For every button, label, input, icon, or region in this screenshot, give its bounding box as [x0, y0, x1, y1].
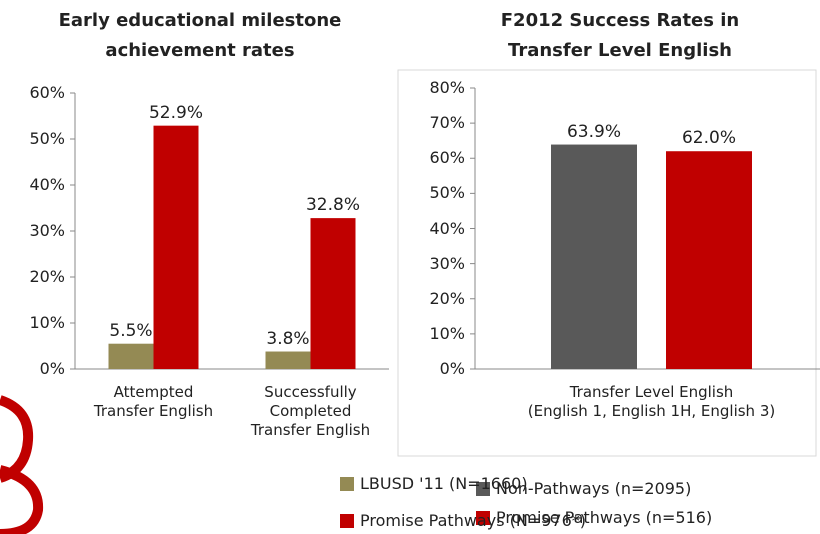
value-label: 3.8% [266, 328, 310, 349]
y-tick-label: 60% [429, 148, 465, 168]
bar [153, 125, 199, 369]
legend-label: LBUSD '11 (N=1660) [360, 474, 528, 493]
legend-swatch [476, 511, 490, 525]
y-tick-label: 20% [429, 288, 465, 308]
y-tick-label: 30% [29, 221, 65, 240]
legend-swatch [340, 514, 354, 528]
value-label: 63.9% [566, 121, 621, 142]
x-tick-label: Successfully Completed Transfer English [250, 383, 371, 439]
bar [551, 144, 637, 369]
bar [310, 218, 356, 369]
logo [0, 395, 44, 534]
value-label: 32.8% [305, 194, 360, 215]
value-label: 52.9% [148, 102, 203, 123]
bar [666, 151, 752, 369]
x-tick-label: Transfer Level English (English 1, Engli… [527, 383, 776, 420]
y-tick-label: 40% [29, 175, 65, 194]
chart-title: Early educational milestone achievement … [58, 10, 342, 61]
y-tick-label: 80% [429, 78, 465, 97]
legend-label: Non-Pathways (n=2095) [496, 479, 692, 498]
y-tick-label: 30% [429, 253, 465, 273]
y-tick-label: 10% [29, 313, 65, 332]
legend-swatch [476, 482, 490, 496]
y-tick-label: 50% [29, 129, 65, 148]
y-tick-label: 20% [29, 267, 65, 286]
chart-title: F2012 Success Rates in Transfer Level En… [500, 10, 740, 61]
bar [108, 343, 154, 369]
legend-label: Promise Pathways (n=516) [496, 508, 713, 527]
panel-border [397, 69, 817, 457]
value-label: 5.5% [109, 320, 153, 341]
y-tick-label: 50% [429, 183, 465, 203]
y-tick-label: 0% [39, 359, 65, 378]
x-tick-label: Attempted Transfer English [93, 383, 214, 420]
legend-label: Promise Pathways (N=976*) [360, 511, 587, 530]
legend-swatch [340, 477, 354, 491]
value-label: 62.0% [681, 127, 736, 148]
bar [265, 351, 311, 369]
y-tick-label: 40% [429, 218, 465, 238]
y-tick-label: 0% [439, 359, 465, 378]
y-tick-label: 10% [429, 323, 465, 343]
y-tick-label: 60% [29, 83, 65, 102]
y-tick-label: 70% [429, 113, 465, 133]
